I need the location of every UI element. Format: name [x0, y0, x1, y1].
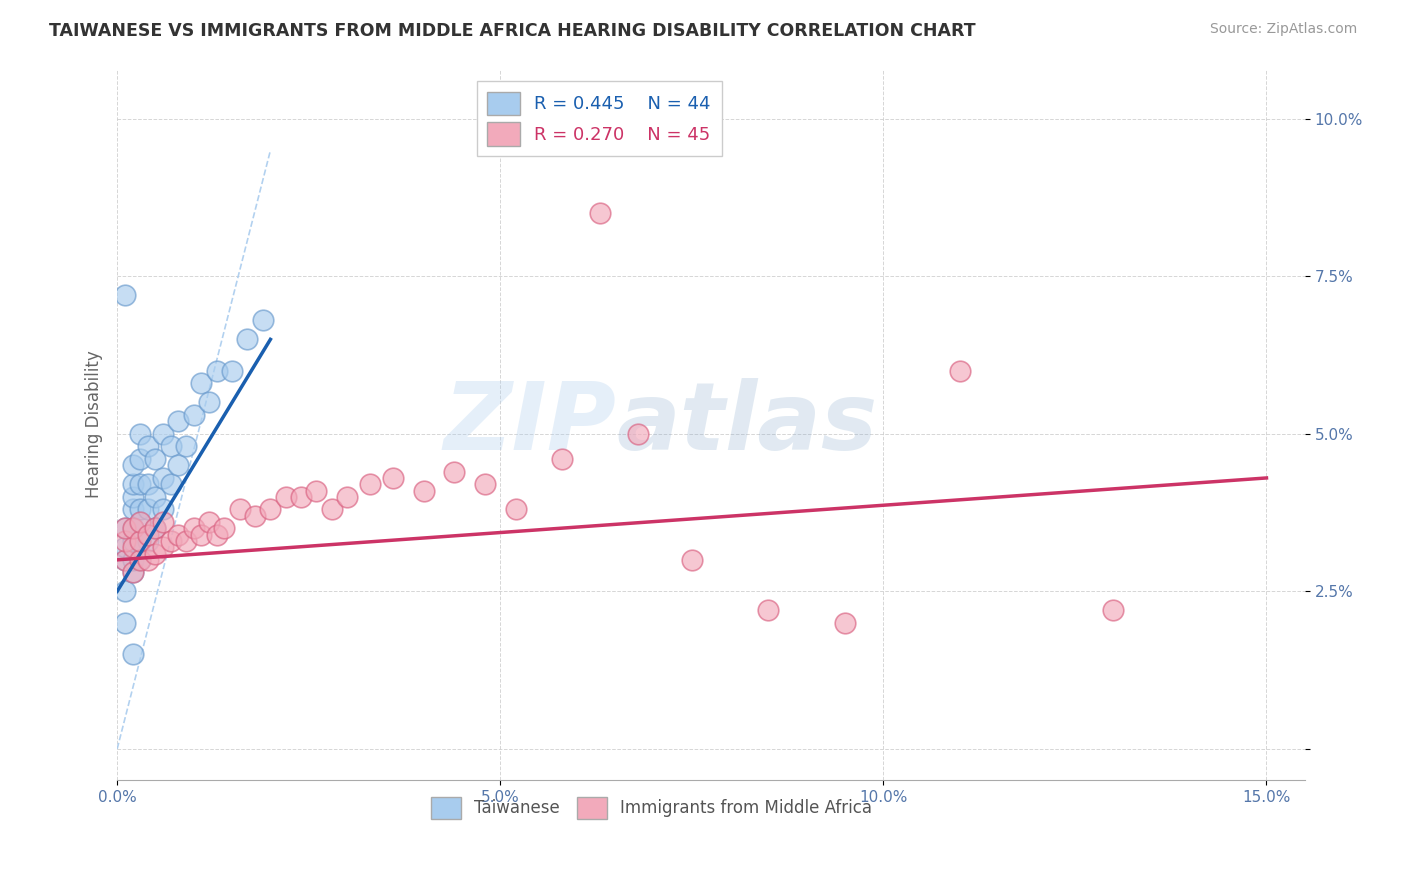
Point	[121, 540, 143, 554]
Legend: Taiwanese, Immigrants from Middle Africa: Taiwanese, Immigrants from Middle Africa	[425, 790, 879, 825]
Point	[145, 521, 167, 535]
Point	[221, 364, 243, 378]
Point	[129, 533, 152, 548]
Point	[229, 502, 252, 516]
Point	[129, 515, 152, 529]
Text: ZIP: ZIP	[443, 378, 616, 470]
Point	[589, 206, 612, 220]
Point	[174, 533, 197, 548]
Point	[152, 502, 174, 516]
Point	[505, 502, 527, 516]
Point	[336, 490, 359, 504]
Point	[252, 313, 274, 327]
Point	[183, 408, 205, 422]
Point	[205, 527, 228, 541]
Point	[321, 502, 343, 516]
Point	[114, 521, 136, 535]
Point	[167, 458, 190, 473]
Point	[412, 483, 434, 498]
Point	[382, 471, 405, 485]
Point	[290, 490, 312, 504]
Point	[183, 521, 205, 535]
Point	[121, 490, 143, 504]
Point	[114, 521, 136, 535]
Point	[136, 502, 159, 516]
Point	[949, 364, 972, 378]
Point	[129, 426, 152, 441]
Text: atlas: atlas	[616, 378, 877, 470]
Text: TAIWANESE VS IMMIGRANTS FROM MIDDLE AFRICA HEARING DISABILITY CORRELATION CHART: TAIWANESE VS IMMIGRANTS FROM MIDDLE AFRI…	[49, 22, 976, 40]
Point	[121, 521, 143, 535]
Point	[174, 440, 197, 454]
Point	[114, 584, 136, 599]
Point	[114, 540, 136, 554]
Point	[190, 376, 212, 391]
Point	[114, 553, 136, 567]
Point	[152, 515, 174, 529]
Point	[145, 547, 167, 561]
Text: Source: ZipAtlas.com: Source: ZipAtlas.com	[1209, 22, 1357, 37]
Point	[167, 527, 190, 541]
Point	[359, 477, 381, 491]
Point	[121, 648, 143, 662]
Point	[121, 502, 143, 516]
Point	[443, 465, 465, 479]
Point	[136, 533, 159, 548]
Point	[152, 540, 174, 554]
Point	[159, 477, 181, 491]
Point	[167, 414, 190, 428]
Point	[274, 490, 297, 504]
Point	[129, 533, 152, 548]
Point	[136, 553, 159, 567]
Point	[121, 533, 143, 548]
Point	[136, 527, 159, 541]
Point	[129, 553, 152, 567]
Point	[214, 521, 236, 535]
Point	[152, 426, 174, 441]
Point	[1102, 603, 1125, 617]
Point	[259, 502, 281, 516]
Point	[145, 452, 167, 467]
Point	[121, 566, 143, 580]
Y-axis label: Hearing Disability: Hearing Disability	[86, 351, 103, 499]
Point	[129, 502, 152, 516]
Point	[121, 566, 143, 580]
Point	[152, 471, 174, 485]
Point	[129, 452, 152, 467]
Point	[121, 521, 143, 535]
Point	[205, 364, 228, 378]
Point	[305, 483, 328, 498]
Point	[550, 452, 572, 467]
Point	[198, 515, 221, 529]
Point	[129, 553, 152, 567]
Point	[190, 527, 212, 541]
Point	[834, 615, 856, 630]
Point	[474, 477, 496, 491]
Point	[145, 490, 167, 504]
Point	[114, 615, 136, 630]
Point	[114, 288, 136, 302]
Point	[159, 440, 181, 454]
Point	[145, 521, 167, 535]
Point	[236, 332, 259, 346]
Point	[114, 553, 136, 567]
Point	[198, 395, 221, 409]
Point	[136, 440, 159, 454]
Point	[243, 508, 266, 523]
Point	[114, 533, 136, 548]
Point	[121, 553, 143, 567]
Point	[136, 477, 159, 491]
Point	[121, 477, 143, 491]
Point	[129, 477, 152, 491]
Point	[681, 553, 703, 567]
Point	[129, 515, 152, 529]
Point	[121, 458, 143, 473]
Point	[159, 533, 181, 548]
Point	[758, 603, 780, 617]
Point	[627, 426, 650, 441]
